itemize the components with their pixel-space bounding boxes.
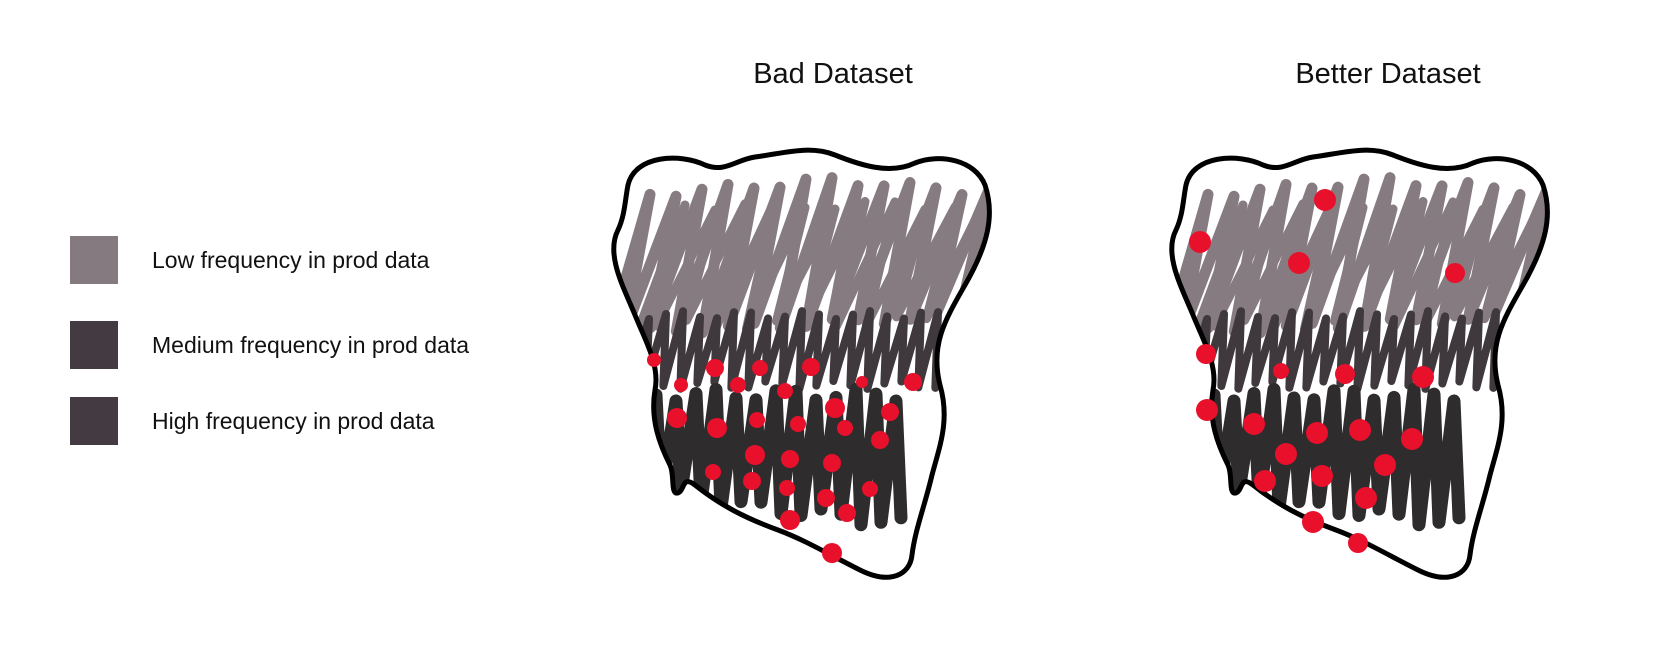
sample-dot	[1288, 252, 1310, 274]
sample-dot	[1348, 533, 1368, 553]
sample-dot	[1445, 263, 1465, 283]
sample-dot	[647, 353, 661, 367]
sample-dot	[667, 408, 687, 428]
sample-dot	[743, 472, 761, 490]
legend-swatch-low	[70, 236, 118, 284]
sample-dot	[1349, 419, 1371, 441]
sample-dot	[1311, 465, 1333, 487]
sample-dot	[1275, 443, 1297, 465]
legend-label-medium: Medium frequency in prod data	[152, 331, 470, 358]
sample-dot	[1196, 344, 1216, 364]
dataset-outline	[1169, 147, 1550, 580]
sample-dot	[730, 377, 746, 393]
sample-dot	[1335, 364, 1355, 384]
legend-item-medium: Medium frequency in prod data	[70, 321, 469, 369]
low-frequency-region-fill	[635, 195, 990, 334]
better-dataset-title: Better Dataset	[1295, 58, 1481, 90]
sample-dot	[1302, 511, 1324, 533]
legend-swatch-high	[70, 397, 118, 445]
sample-dot	[1401, 428, 1423, 450]
sample-dot	[781, 450, 799, 468]
sample-dot	[790, 416, 806, 432]
bad-dataset-diagram	[611, 147, 992, 580]
legend-swatch-medium	[70, 321, 118, 369]
sample-dot	[825, 398, 845, 418]
sample-dot	[706, 359, 724, 377]
high-frequency-region	[1201, 382, 1466, 532]
sample-dot	[777, 383, 793, 399]
high-frequency-region	[643, 382, 908, 532]
scribble-regions	[1171, 172, 1548, 532]
sample-dot	[1412, 366, 1434, 388]
sample-dot	[862, 481, 878, 497]
sample-dot	[1196, 399, 1218, 421]
legend-item-low: Low frequency in prod data	[70, 236, 429, 284]
better-dataset-diagram	[1169, 147, 1550, 580]
sample-dot	[856, 376, 868, 388]
sample-dot	[904, 373, 922, 391]
medium-frequency-region	[616, 307, 942, 393]
scribble-regions	[613, 172, 990, 532]
sample-dot	[749, 412, 765, 428]
sample-dot	[838, 504, 856, 522]
sample-dot	[707, 418, 727, 438]
sample-dot	[1273, 363, 1289, 379]
sample-dot	[780, 510, 800, 530]
sample-dot	[1306, 422, 1328, 444]
dataset-outline	[611, 147, 992, 580]
legend-label-low: Low frequency in prod data	[152, 246, 430, 273]
sample-dot	[802, 358, 820, 376]
sample-dot	[1355, 487, 1377, 509]
bad-dataset-title: Bad Dataset	[753, 58, 913, 90]
sample-dot	[817, 489, 835, 507]
sample-dot	[705, 464, 721, 480]
sample-dot	[779, 480, 795, 496]
sample-dot	[1243, 413, 1265, 435]
legend-label-high: High frequency in prod data	[152, 407, 435, 434]
sample-dot	[871, 431, 889, 449]
low-frequency-region-fill	[1193, 195, 1548, 334]
sample-dot	[1254, 470, 1276, 492]
sample-dot	[1314, 189, 1336, 211]
sample-dot	[752, 360, 768, 376]
sample-dot	[1189, 231, 1211, 253]
sample-dot	[822, 543, 842, 563]
sample-dot	[745, 445, 765, 465]
legend: Low frequency in prod data Medium freque…	[70, 0, 570, 669]
sample-dot	[837, 420, 853, 436]
sample-dot	[823, 454, 841, 472]
sample-dot	[1374, 454, 1396, 476]
legend-item-high: High frequency in prod data	[70, 397, 435, 445]
medium-frequency-region	[1174, 307, 1500, 393]
sample-dot	[881, 403, 899, 421]
sample-dot	[674, 378, 688, 392]
